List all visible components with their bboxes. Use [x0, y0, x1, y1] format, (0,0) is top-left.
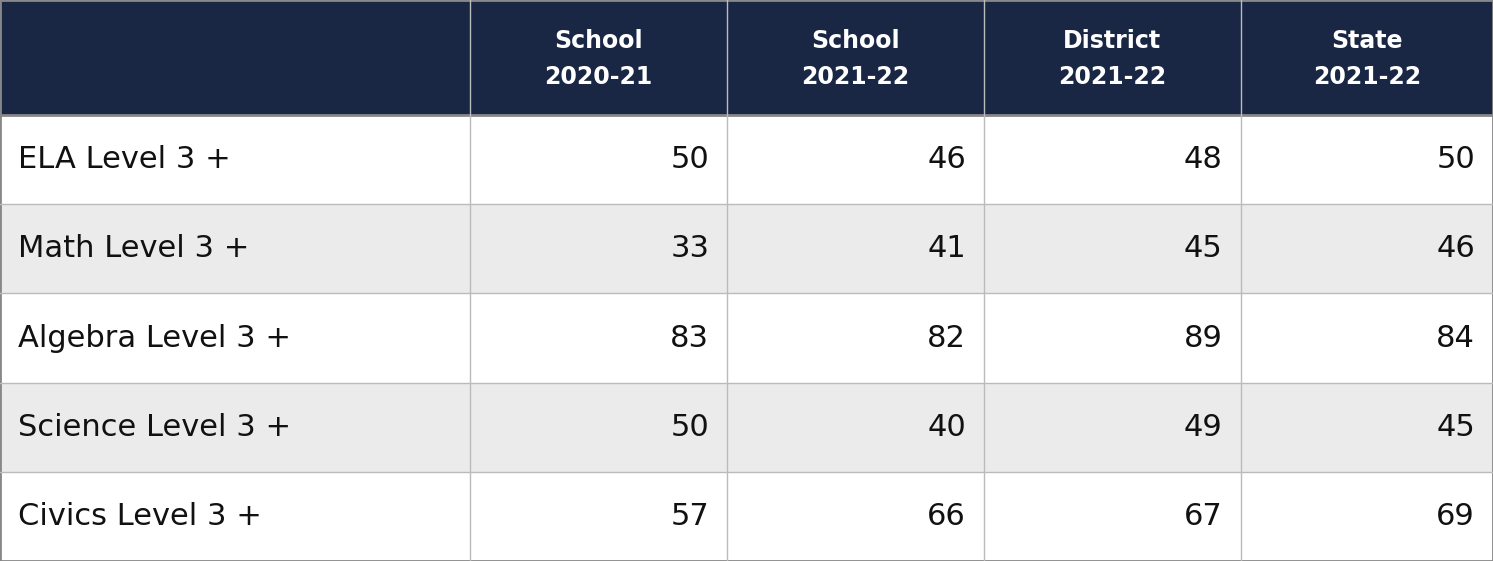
Text: 45: 45 [1184, 234, 1223, 263]
Text: 50: 50 [1436, 145, 1475, 174]
Text: 69: 69 [1436, 502, 1475, 531]
Text: Science Level 3 +: Science Level 3 + [18, 413, 291, 442]
Text: 2020-21: 2020-21 [545, 65, 652, 89]
Text: 66: 66 [927, 502, 966, 531]
Bar [0, 115, 1493, 204]
Text: 83: 83 [670, 324, 709, 352]
Text: 50: 50 [670, 413, 709, 442]
Text: 82: 82 [927, 324, 966, 352]
Text: School: School [811, 29, 900, 53]
Text: 89: 89 [1184, 324, 1223, 352]
Bar [0, 472, 1493, 561]
Text: 41: 41 [927, 234, 966, 263]
Bar [0, 383, 1493, 472]
Bar [0, 0, 1493, 115]
Text: School: School [554, 29, 643, 53]
Text: 57: 57 [670, 502, 709, 531]
Text: 33: 33 [670, 234, 709, 263]
Text: ELA Level 3 +: ELA Level 3 + [18, 145, 230, 174]
Text: 2021-22: 2021-22 [1312, 65, 1421, 89]
Text: Civics Level 3 +: Civics Level 3 + [18, 502, 261, 531]
Text: 67: 67 [1184, 502, 1223, 531]
Text: 49: 49 [1184, 413, 1223, 442]
Text: 2021-22: 2021-22 [802, 65, 909, 89]
Text: 50: 50 [670, 145, 709, 174]
Bar [0, 293, 1493, 383]
Text: 46: 46 [1436, 234, 1475, 263]
Text: State: State [1332, 29, 1402, 53]
Text: District: District [1063, 29, 1162, 53]
Text: 84: 84 [1436, 324, 1475, 352]
Text: 45: 45 [1436, 413, 1475, 442]
Text: 40: 40 [927, 413, 966, 442]
Text: Algebra Level 3 +: Algebra Level 3 + [18, 324, 291, 352]
Text: 2021-22: 2021-22 [1059, 65, 1166, 89]
Text: 48: 48 [1184, 145, 1223, 174]
Text: Math Level 3 +: Math Level 3 + [18, 234, 249, 263]
Bar [0, 204, 1493, 293]
Text: 46: 46 [927, 145, 966, 174]
